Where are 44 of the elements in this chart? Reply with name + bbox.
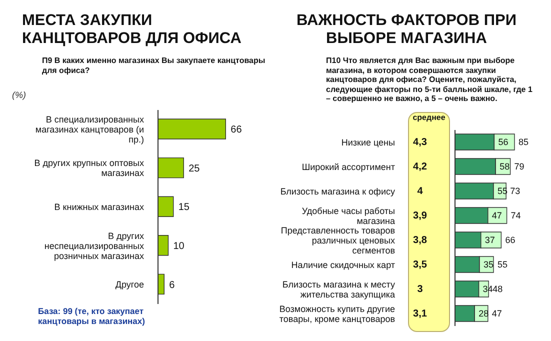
y-tick-label: В книжных магазинах [54,202,144,212]
text: 3,9 [413,210,428,222]
data-label: 25 [188,163,200,174]
y-tick-label: Близость магазина к офису [280,186,396,196]
y-tick-label: Близость магазина к месту жительства закупщика [282,279,396,300]
y-tick-label: Другое [115,280,144,290]
y-tick-label: Широкий ассортимент [302,162,395,172]
text: 3,5 [413,259,428,270]
text: 4,2 [413,161,428,172]
data-label: 10 [173,240,185,252]
data-label: 47 [492,210,502,221]
total-label: 48 [492,284,503,294]
total-label: 79 [514,162,524,172]
y-tick-label: Возможность купить другие товары, кроме канцтоваров [279,304,396,324]
total-label: 74 [510,210,521,221]
text: 3,8 [413,234,428,246]
y-tick-label: Наличие скидочных карт [291,260,395,270]
chart-subtitle: П10 Что является для Вас важным при выборе магазина, в котором совершаются закупки канцтоваров для офиса? Оцените, пожалуйста, следующие факторы по 5-ти балльной шкале, где 1 – совершенно не важно, а 5 – очень важно. [325,56,534,104]
text: 4,3 [413,136,428,148]
chart-title: ВАЖНОСТЬ ФАКТОРОВ ПРИ ВЫБОРЕ МАГАЗИНА [296,12,518,48]
text: 3 [417,284,424,295]
data-label: 56 [498,137,508,148]
y-tick-label: В других неспециализированных розничных магазинах [44,230,144,261]
y-tick-label: В других крупных оптовых магазинах [34,158,144,178]
total-label: 66 [505,235,516,246]
total-label: 73 [510,186,520,196]
text: (%) [12,90,26,100]
total-label: 55 [498,260,508,270]
y-tick-label: Удобные часы работы магазина [302,206,395,226]
chart-title: МЕСТА ЗАКУПКИ КАНЦТОВАРОВ ДЛЯ ОФИСА [21,12,242,48]
data-label: 58 [500,162,510,172]
data-label: 66 [230,124,242,136]
text: База: 99 (те, кто закупает канцтовары в магазинах) [38,306,146,326]
text: 3,1 [413,308,428,320]
y-tick-label: Низкие цены [341,137,395,148]
total-label: 85 [518,137,529,148]
total-label: 47 [492,308,502,319]
y-tick-label: Представленность товаров различных ценовых сегментов [280,225,396,256]
text: 4 [417,186,424,197]
chart-subtitle: П9 В каких именно магазинах Вы закупаете канцтовары для офиса? [41,56,266,75]
data-label: 37 [484,235,495,246]
data-label: 15 [178,202,190,214]
data-label: 6 [169,280,176,291]
y-tick-label: В специализированных магазинах канцтоваров (и пр.) [35,114,144,144]
